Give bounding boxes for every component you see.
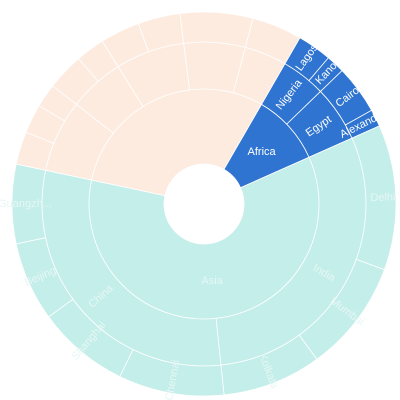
center-hole [164,164,244,244]
segment-guangzh-level-3[interactable] [11,163,47,245]
label-africa: Africa [248,146,277,158]
label-guangzh: Guangzh... [0,198,52,210]
label-asia: Asia [201,275,223,287]
label-delhi: Delhi [370,191,395,204]
segment-segment-level-3[interactable] [179,11,254,48]
